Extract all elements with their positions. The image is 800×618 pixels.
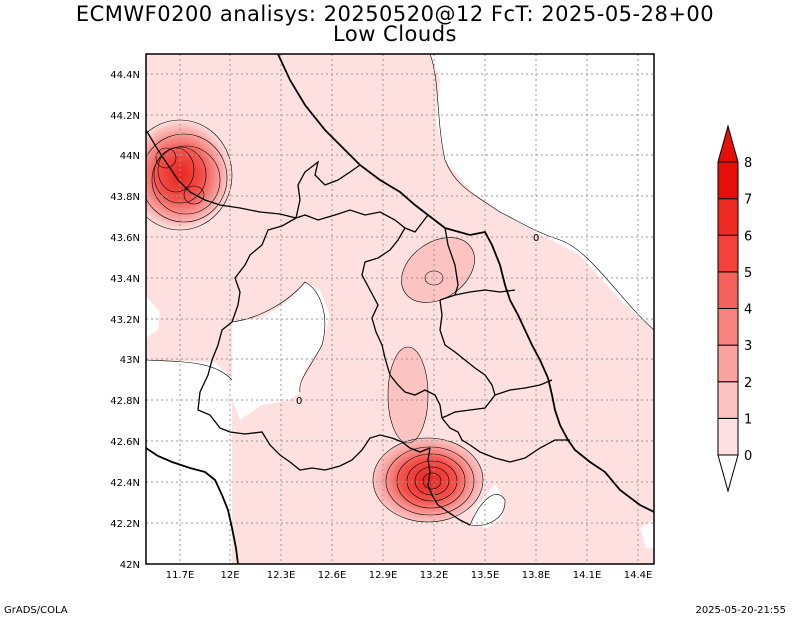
lon-label: 11.7E <box>166 570 195 581</box>
moderate-patch-north <box>401 237 475 303</box>
latitude-axis: 42N 42.2N 42.4N 42.6N 42.8N 43N 43.2N 43… <box>110 70 140 571</box>
contour-lines <box>146 54 654 526</box>
colorbar-level-label: 2 <box>744 376 752 391</box>
colorbar-level-label: 3 <box>744 339 752 354</box>
colorbar-level-label: 6 <box>744 229 752 244</box>
lat-label: 44.2N <box>110 111 140 122</box>
colorbar-arrow-high <box>717 124 739 163</box>
lat-label: 43N <box>120 355 140 366</box>
colorbar-level-label: 7 <box>744 193 752 208</box>
clear-region-southeast <box>640 520 654 548</box>
contour-label-east: 0 <box>533 233 539 244</box>
colorbar-level-label: 8 <box>744 156 752 171</box>
colorbar-segment <box>717 161 739 200</box>
cloud-field: 0 0 <box>146 54 654 564</box>
render-timestamp: 2025-05-20-21:55 <box>695 605 786 616</box>
contour-label-central: 0 <box>296 396 302 407</box>
clear-region-west <box>146 360 232 564</box>
lon-label: 13.5E <box>471 570 500 581</box>
colorbar-segment <box>717 417 739 456</box>
lat-label: 43.8N <box>110 192 140 203</box>
lat-label: 42.8N <box>110 396 140 407</box>
colorbar-level-label: 5 <box>744 266 752 281</box>
lat-label: 43.4N <box>110 274 140 285</box>
colorbar-arrow-low <box>717 454 739 493</box>
lon-label: 13.2E <box>420 570 449 581</box>
lat-label: 44N <box>120 151 140 162</box>
lat-label: 42.2N <box>110 519 140 530</box>
moderate-patch-central <box>388 347 428 443</box>
lat-label: 43.6N <box>110 233 140 244</box>
colorbar-level-label: 1 <box>744 412 752 427</box>
lon-label: 12.9E <box>369 570 398 581</box>
colorbar-segment <box>717 234 739 273</box>
lat-label: 42.4N <box>110 478 140 489</box>
lon-label: 13.8E <box>522 570 551 581</box>
high-cloud-core-south <box>373 438 483 522</box>
lon-label: 14.4E <box>624 570 653 581</box>
clear-region-west-small <box>146 296 160 338</box>
colorbar-segment <box>717 381 739 419</box>
plot-frame <box>145 53 655 565</box>
colorbar-level-label: 4 <box>744 303 752 318</box>
lat-label: 42N <box>120 560 140 571</box>
colorbar-segment <box>717 271 739 309</box>
colorbar-segment <box>717 344 739 383</box>
lon-label: 12.3E <box>267 570 296 581</box>
adriatic-coastline <box>277 54 654 513</box>
map-subtitle: Low Clouds <box>333 22 457 46</box>
software-credit: GrADS/COLA <box>4 605 68 616</box>
longitude-axis: 11.7E 12E 12.3E 12.6E 12.9E 13.2E 13.5E … <box>166 570 653 581</box>
lat-label: 43.2N <box>110 315 140 326</box>
lat-label: 42.6N <box>110 437 140 448</box>
lon-label: 12.6E <box>318 570 347 581</box>
tyrrhenian-coastline <box>146 447 239 564</box>
clear-region-upper-right <box>430 54 654 330</box>
clear-region-south <box>470 484 505 528</box>
colorbar-segment <box>717 308 739 346</box>
colorbar-level-label: 0 <box>744 449 752 464</box>
gridlines <box>146 54 654 564</box>
colorbar: 0 1 2 3 4 5 6 7 8 <box>717 124 752 493</box>
lon-label: 12E <box>220 570 239 581</box>
regional-borders <box>146 129 570 526</box>
colorbar-segment <box>717 198 739 236</box>
lat-label: 44.4N <box>110 70 140 81</box>
map-title: ECMWF0200 analisys: 20250520@12 FcT: 202… <box>75 2 715 26</box>
lon-label: 14.1E <box>573 570 602 581</box>
